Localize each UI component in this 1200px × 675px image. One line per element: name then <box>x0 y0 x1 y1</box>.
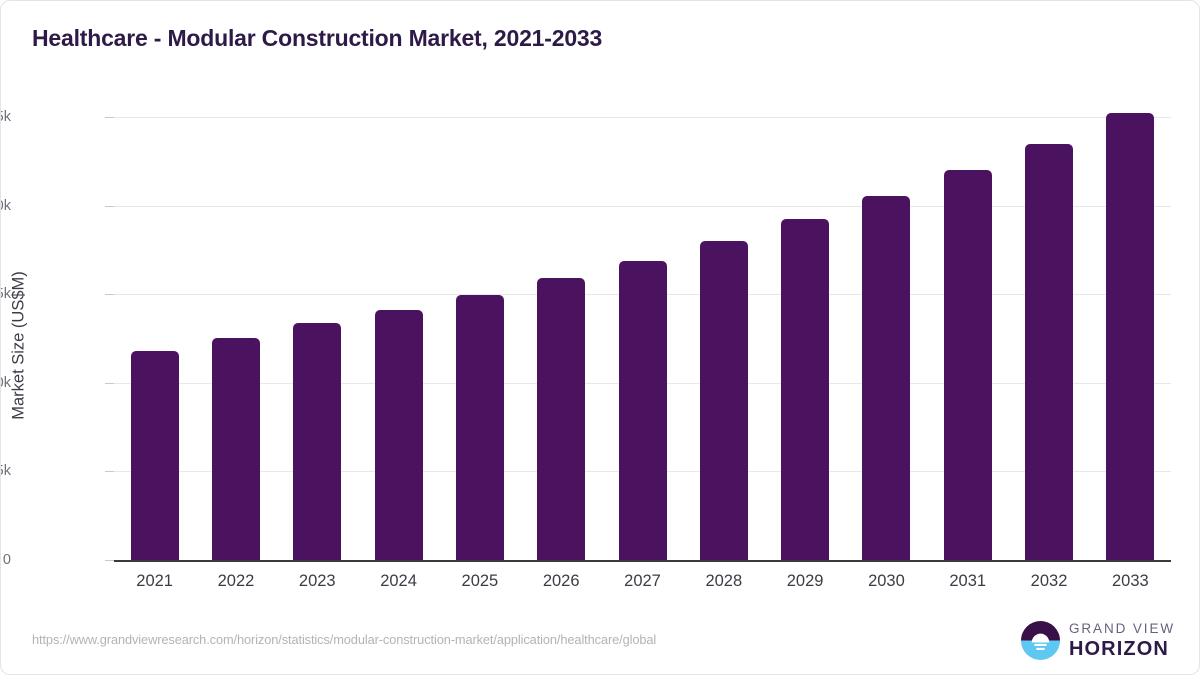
logo-wordmark: GRAND VIEW HORIZON <box>1069 622 1175 660</box>
bar-2026[interactable] <box>537 278 586 560</box>
x-tick-label-2025: 2025 <box>461 572 499 590</box>
y-tick-label: 20k <box>1 197 11 214</box>
bar-2025[interactable] <box>455 295 504 560</box>
y-tick-mark <box>105 560 114 561</box>
bar-2033[interactable] <box>1106 113 1155 560</box>
y-tick-label: 5k <box>1 463 11 480</box>
logo-line-2: HORIZON <box>1068 638 1169 661</box>
y-tick-mark <box>105 117 114 118</box>
y-tick-mark <box>105 294 114 296</box>
y-tick-label: 25k <box>1 109 11 125</box>
x-tick-label-2024: 2024 <box>380 572 417 590</box>
y-tick-label: 15k <box>1 286 11 303</box>
brand-logo[interactable]: GRAND VIEW HORIZON <box>1020 621 1175 660</box>
x-tick-label-2028: 2028 <box>705 572 743 590</box>
bar-2024[interactable] <box>374 310 423 560</box>
source-url[interactable]: https://www.grandviewresearch.com/horizo… <box>32 632 657 647</box>
x-tick-label-2033: 2033 <box>1111 572 1149 590</box>
bar-2032[interactable] <box>1025 143 1074 560</box>
y-axis-title: Market Size (US$M) <box>9 271 28 420</box>
x-tick-label-2030: 2030 <box>868 572 905 590</box>
x-tick-label-2026: 2026 <box>542 572 580 590</box>
y-tick-label: 0 <box>2 552 11 568</box>
gridline <box>114 205 1171 207</box>
x-tick-label-2031: 2031 <box>949 572 987 590</box>
bar-2030[interactable] <box>862 195 911 560</box>
bar-2031[interactable] <box>943 170 992 560</box>
bar-2029[interactable] <box>781 218 830 560</box>
bar-2027[interactable] <box>618 260 667 560</box>
y-tick-mark <box>105 205 114 207</box>
gridline <box>114 117 1171 118</box>
bar-2028[interactable] <box>699 241 748 560</box>
y-tick-mark <box>105 382 114 384</box>
sunrise-logo-icon <box>1020 621 1060 660</box>
y-tick-label: 10k <box>1 374 11 391</box>
x-tick-label-2029: 2029 <box>786 572 824 590</box>
bar-2022[interactable] <box>211 337 260 560</box>
x-tick-label-2021: 2021 <box>136 572 173 590</box>
x-axis-line <box>114 560 1171 562</box>
x-tick-label-2022: 2022 <box>217 572 255 590</box>
logo-line-1: GRAND VIEW <box>1068 620 1175 636</box>
x-tick-label-2023: 2023 <box>298 572 336 590</box>
chart-title: Healthcare - Modular Construction Market… <box>32 25 603 51</box>
y-tick-mark <box>105 471 114 473</box>
bar-2023[interactable] <box>293 323 342 560</box>
x-tick-label-2027: 2027 <box>624 572 661 590</box>
x-tick-label-2032: 2032 <box>1030 572 1068 590</box>
bar-2021[interactable] <box>130 350 179 560</box>
